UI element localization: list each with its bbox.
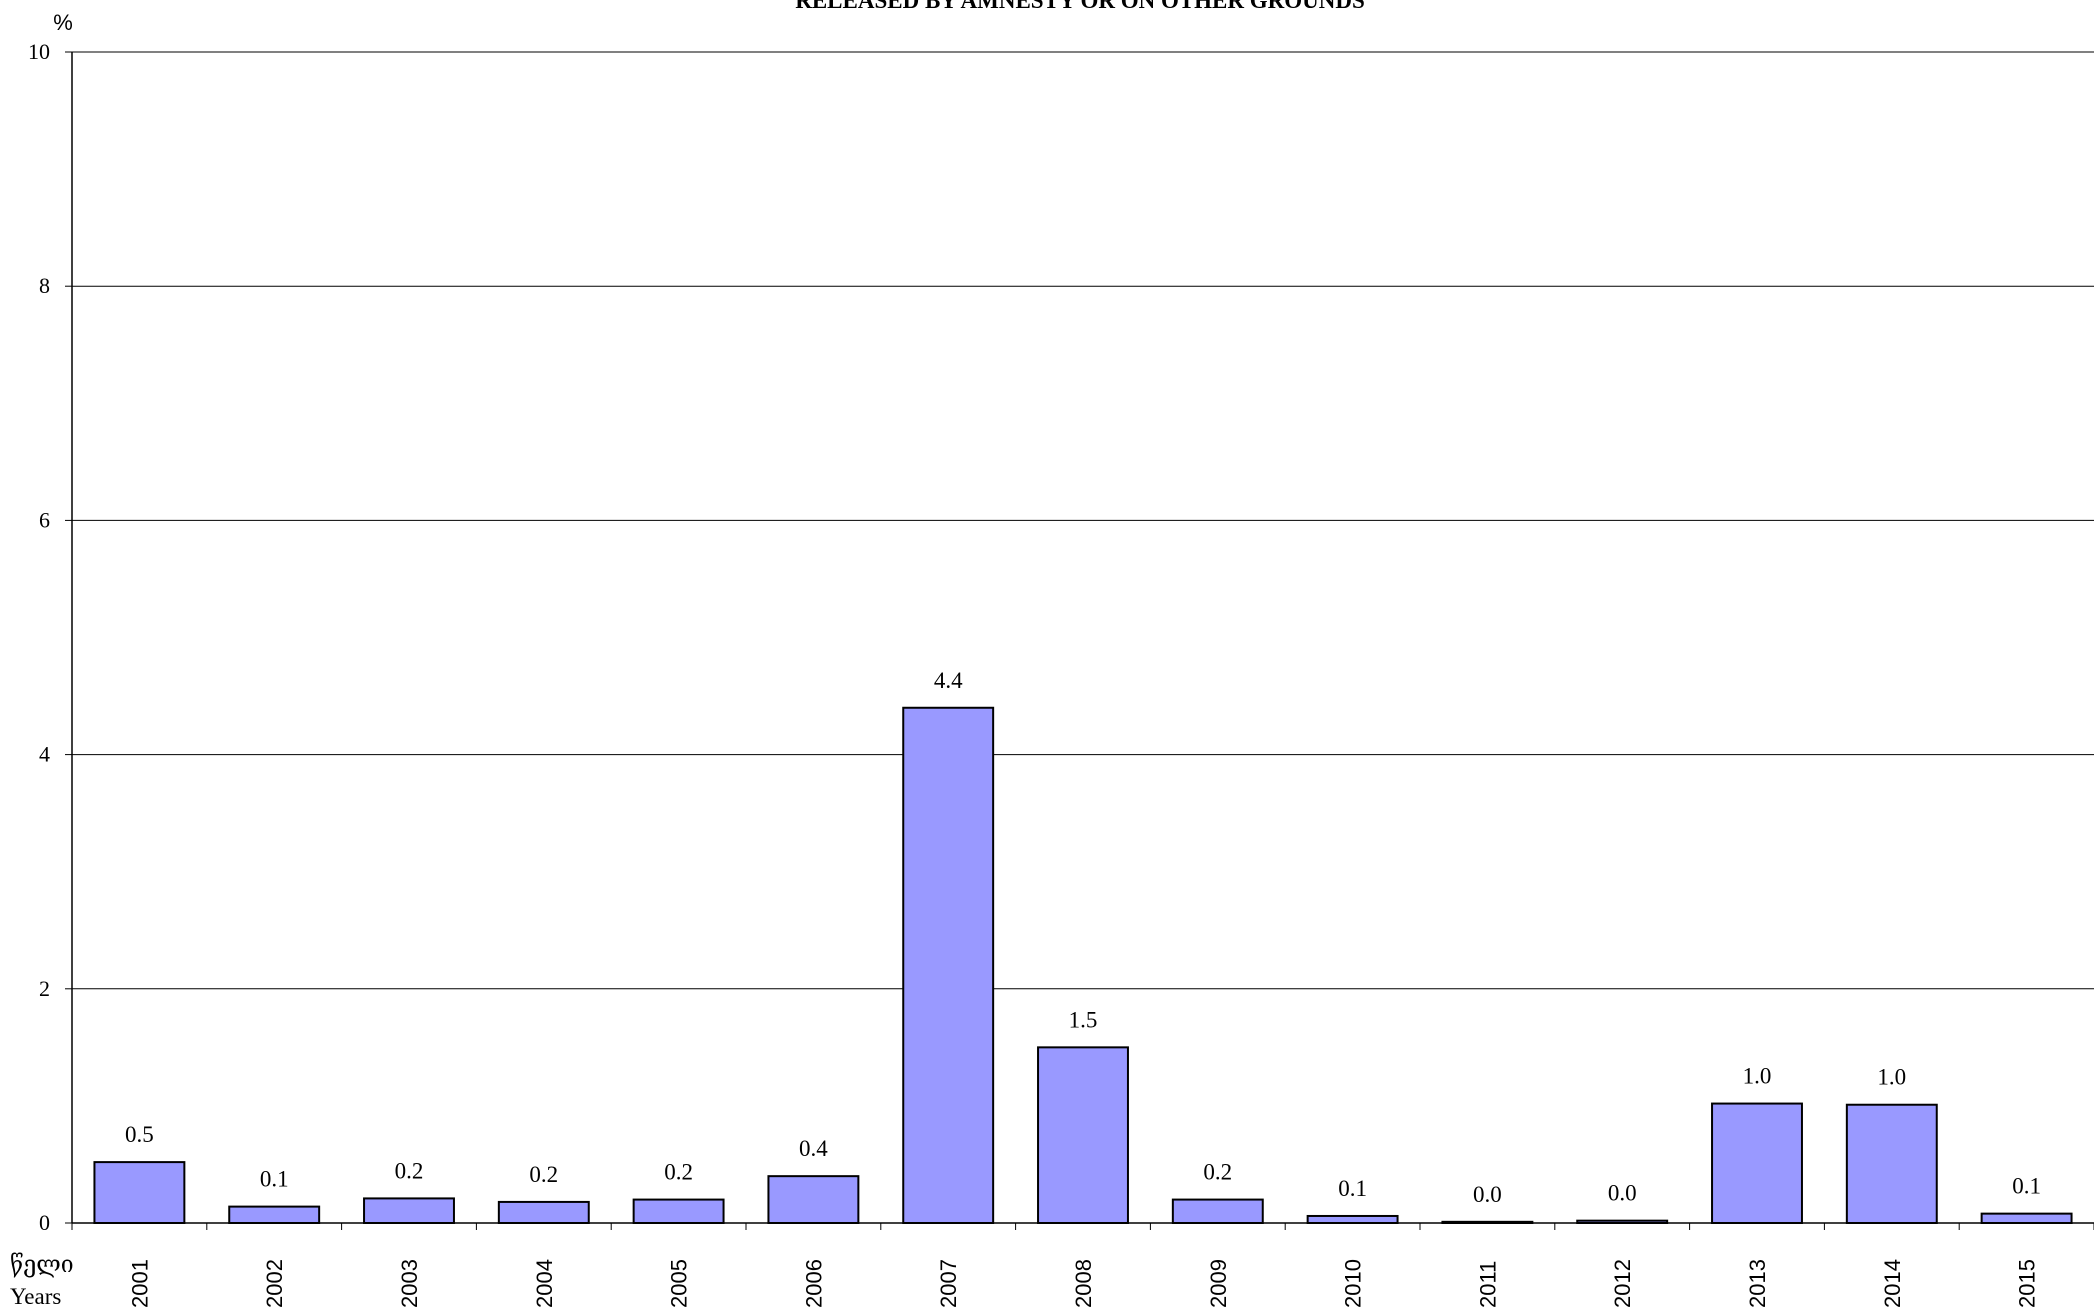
bar <box>1980 1212 2073 1224</box>
data-label: 1.5 <box>1069 1007 1098 1032</box>
chart-title: RELEASED BY AMNESTY OR ON OTHER GROUNDS <box>795 0 1365 13</box>
bar <box>1171 1198 1264 1224</box>
data-label: 0.0 <box>1473 1182 1502 1207</box>
x-tick-label: 2002 <box>262 1259 287 1308</box>
x-tick-label: 2013 <box>1745 1259 1770 1308</box>
bar <box>1306 1214 1399 1224</box>
x-tick-label: 2003 <box>397 1259 422 1308</box>
x-tick-label: 2001 <box>127 1259 152 1308</box>
x-tick-label: 2004 <box>532 1259 557 1308</box>
data-label: 0.5 <box>125 1122 154 1147</box>
y-axis-ticks: 0 2 4 6 8 10 <box>28 39 72 1235</box>
bar <box>902 706 995 1224</box>
bar <box>1845 1103 1938 1224</box>
data-label: 0.2 <box>395 1158 424 1183</box>
x-tick-label: 2014 <box>1880 1259 1905 1308</box>
bar <box>497 1200 590 1224</box>
x-axis-ticks: 2001 2002 2003 2004 2005 2006 2007 2008 2009 2010… <box>71 1223 2094 1308</box>
bar <box>632 1198 725 1224</box>
bar <box>1711 1102 1803 1224</box>
bar <box>93 1161 186 1225</box>
y-tick-label: 6 <box>39 507 50 532</box>
y-tick-label: 8 <box>39 273 50 298</box>
x-tick-label: 2010 <box>1341 1259 1366 1308</box>
x-tick-label: 2005 <box>667 1259 692 1308</box>
y-tick-label: 4 <box>39 742 50 767</box>
data-label: 0.2 <box>529 1162 558 1187</box>
data-labels: 0.5 0.1 0.2 0.2 0.2 0.4 4.4 1.5 0.2 0.1 0.0 0.0 1.0 1… <box>125 668 2041 1207</box>
bars <box>93 706 2073 1225</box>
x-tick-label: 2006 <box>801 1259 826 1308</box>
x-tick-label: 2008 <box>1071 1259 1096 1308</box>
x-tick-label: 2012 <box>1610 1259 1635 1308</box>
y-tick-label: 0 <box>39 1210 50 1235</box>
y-axis-unit-label: % <box>53 10 73 35</box>
y-tick-label: 10 <box>28 39 50 64</box>
bar <box>1037 1046 1129 1224</box>
data-label: 0.2 <box>1203 1160 1232 1185</box>
x-tick-label: 2011 <box>1475 1261 1500 1308</box>
x-tick-label: 2015 <box>2015 1259 2040 1308</box>
x-axis-label-georgian: წელი <box>10 1252 74 1277</box>
data-label: 0.2 <box>664 1160 693 1185</box>
data-label: 0.1 <box>1338 1176 1367 1201</box>
gridlines <box>72 51 2094 990</box>
data-label: 1.0 <box>1743 1064 1772 1089</box>
bar <box>363 1197 455 1225</box>
data-label: 0.1 <box>2012 1174 2041 1199</box>
axes <box>71 52 2094 1224</box>
x-axis-label: Years <box>10 1284 61 1309</box>
data-label: 0.1 <box>260 1167 289 1192</box>
data-label: 0.0 <box>1608 1181 1637 1206</box>
x-tick-label: 2009 <box>1206 1259 1231 1308</box>
data-label: 0.4 <box>799 1136 828 1161</box>
data-label: 1.0 <box>1877 1065 1906 1090</box>
bar <box>767 1175 860 1225</box>
data-label: 4.4 <box>934 668 963 693</box>
x-tick-label: 2007 <box>936 1259 961 1308</box>
y-tick-label: 2 <box>39 976 50 1001</box>
bar <box>228 1205 321 1224</box>
